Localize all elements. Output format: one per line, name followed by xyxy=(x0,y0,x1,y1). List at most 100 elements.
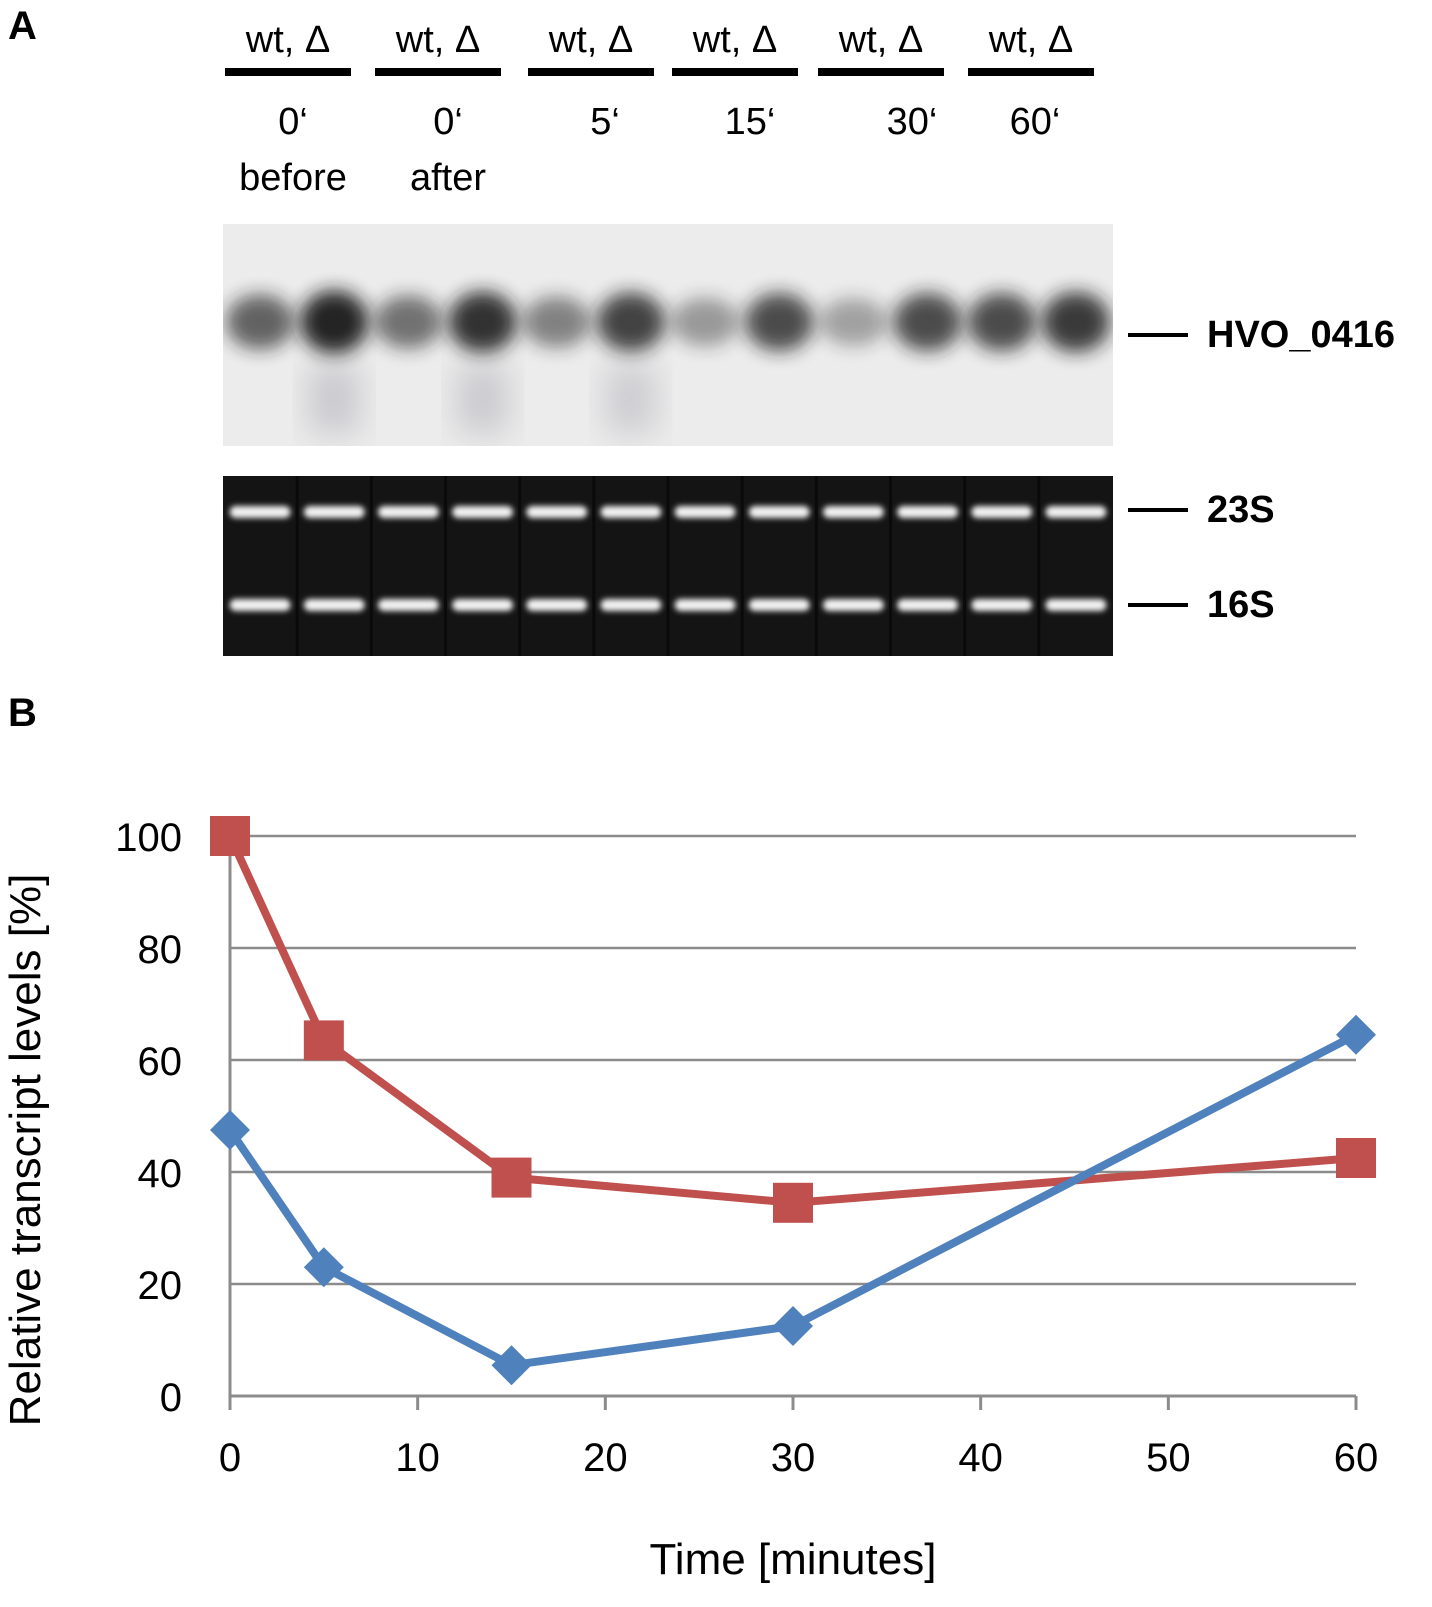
northern-band xyxy=(1041,292,1111,352)
time-value: 60‘ xyxy=(1009,101,1061,143)
time-value: 15‘ xyxy=(724,101,776,143)
data-point-diamond xyxy=(303,1247,344,1288)
data-point-square xyxy=(303,1020,344,1061)
tick-labels: 0 20 40 60 80 100 0 10 20 30 40 50 60 xyxy=(115,816,1378,1480)
x-tick-label: 40 xyxy=(958,1436,1003,1480)
rrna-16s-band xyxy=(897,599,958,611)
northern-band xyxy=(596,292,666,352)
rrna-23s-band xyxy=(526,506,588,518)
time-sub: after xyxy=(409,157,487,199)
lane-group-bar xyxy=(818,68,944,76)
data-point-square xyxy=(1336,1138,1376,1178)
northern-band-label: HVO_0416 xyxy=(1207,314,1396,356)
time-label-4: 30‘ xyxy=(862,100,962,144)
rrna-23s-band xyxy=(897,506,958,518)
northern-band xyxy=(522,296,591,348)
rrna-16s-band xyxy=(229,599,291,611)
y-axis-label: Relative transcript levels [%] xyxy=(1,874,50,1427)
y-tick-label: 60 xyxy=(138,1040,183,1084)
rrna-23s-band xyxy=(452,506,513,518)
lane-group-bar xyxy=(225,68,351,76)
rrna-16s-band xyxy=(452,599,513,611)
data-point-square xyxy=(491,1157,532,1198)
lane-group-header: wt, Δ xyxy=(838,19,924,61)
time-label-3: 15‘ xyxy=(700,100,800,144)
rrna-16s-band xyxy=(600,599,662,611)
rrna-16s-band xyxy=(748,599,810,611)
lane-group-0: wt, Δ xyxy=(225,18,351,76)
time-value: 0‘ xyxy=(433,101,463,143)
lane-group-4: wt, Δ xyxy=(818,18,944,76)
time-value: 5‘ xyxy=(590,101,620,143)
y-tick-label: 40 xyxy=(138,1152,183,1196)
rrna-23s-band xyxy=(823,506,884,518)
rrna-23s-band xyxy=(748,506,810,518)
x-tick-label: 60 xyxy=(1334,1436,1379,1480)
lane-group-header: wt, Δ xyxy=(245,19,331,61)
time-label-2: 5‘ xyxy=(560,100,650,144)
rrna-16s-band xyxy=(823,599,884,611)
lane-group-bar xyxy=(375,68,501,76)
northern-smear xyxy=(456,364,509,434)
rrna-gel xyxy=(223,476,1113,656)
y-tick-label: 100 xyxy=(115,816,182,860)
lane-group-5: wt, Δ xyxy=(968,18,1094,76)
time-value: 30‘ xyxy=(886,101,938,143)
x-tick-label: 30 xyxy=(771,1436,816,1480)
x-tick-label: 20 xyxy=(583,1436,628,1480)
series-line-0 xyxy=(226,834,1357,1207)
data-point-diamond xyxy=(210,1110,250,1150)
y-tick-label: 80 xyxy=(138,928,183,972)
rrna-16s-band xyxy=(1045,599,1107,611)
northern-blot xyxy=(223,224,1113,446)
rrna-16s-band xyxy=(378,599,439,611)
time-label-0: 0‘ before xyxy=(225,100,361,200)
northern-band xyxy=(745,293,814,351)
y-tick-label: 0 xyxy=(160,1376,182,1420)
data-point-diamond xyxy=(491,1345,532,1386)
lane-group-header: wt, Δ xyxy=(548,19,634,61)
series-layer xyxy=(210,816,1376,1386)
panel-a-label: A xyxy=(8,4,37,48)
rrna-23s-label: 23S xyxy=(1207,489,1275,531)
lane-group-3: wt, Δ xyxy=(672,18,798,76)
lane-group-header: wt, Δ xyxy=(692,19,778,61)
lane-group-bar xyxy=(968,68,1094,76)
rrna-23s-line xyxy=(1128,508,1188,512)
northern-blot-image xyxy=(225,290,1111,434)
y-tick-label: 20 xyxy=(138,1264,183,1308)
x-tick-label: 10 xyxy=(395,1436,440,1480)
time-value: 0‘ xyxy=(278,101,308,143)
northern-band xyxy=(967,293,1036,351)
data-point-square xyxy=(210,816,250,856)
rrna-23s-band xyxy=(229,506,291,518)
northern-band xyxy=(448,291,517,353)
data-point-square xyxy=(773,1182,813,1223)
rrna-23s-band xyxy=(303,506,365,518)
rrna-16s-band xyxy=(303,599,365,611)
northern-band xyxy=(300,290,369,354)
rrna-23s-band xyxy=(1045,506,1107,518)
line-chart: 0 20 40 60 80 100 0 10 20 30 40 50 60 Relative trans… xyxy=(1,816,1378,1584)
rrna-23s-band xyxy=(674,506,736,518)
panel-b-label: B xyxy=(8,691,37,735)
rrna-gel-image xyxy=(229,476,1107,656)
data-point-diamond xyxy=(1336,1014,1376,1055)
time-label-1: 0‘ after xyxy=(380,100,516,200)
time-label-5: 60‘ xyxy=(985,100,1085,144)
lane-group-1: wt, Δ xyxy=(375,18,501,76)
northern-band xyxy=(225,294,295,350)
northern-smear xyxy=(308,364,361,434)
lane-group-header: wt, Δ xyxy=(395,19,481,61)
lane-group-2: wt, Δ xyxy=(528,18,654,76)
northern-band xyxy=(819,298,888,346)
northern-band xyxy=(893,293,962,351)
rrna-23s-band xyxy=(971,506,1033,518)
data-point-diamond xyxy=(773,1306,813,1346)
rrna-16s-band xyxy=(674,599,736,611)
rrna-16s-line xyxy=(1128,603,1188,607)
northern-band xyxy=(670,298,740,346)
rrna-16s-label: 16S xyxy=(1207,584,1275,626)
x-tick-label: 50 xyxy=(1146,1436,1191,1480)
rrna-23s-band xyxy=(378,506,439,518)
